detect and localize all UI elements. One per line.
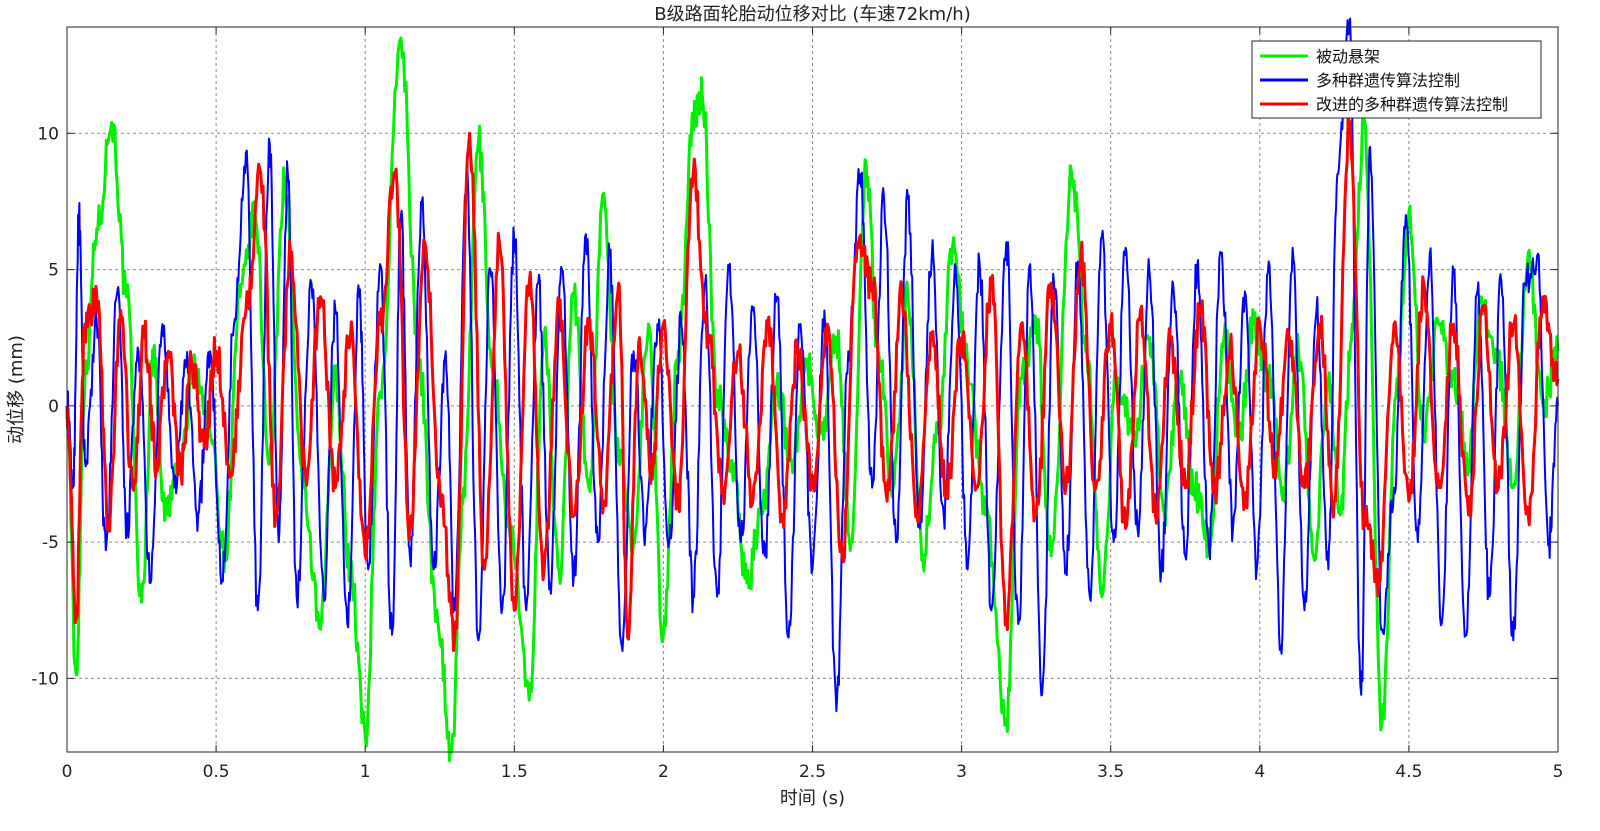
x-tick-label: 4 <box>1254 762 1265 782</box>
legend-label-1: 被动悬架 <box>1316 47 1380 66</box>
y-tick-label: 10 <box>37 124 59 144</box>
series-line-1 <box>65 36 1560 763</box>
series-layer <box>65 17 1560 763</box>
y-tick-label: 0 <box>48 397 59 417</box>
x-tick-label: 0.5 <box>203 762 230 782</box>
x-tick-label: 1.5 <box>501 762 528 782</box>
series-line-2 <box>66 17 1559 713</box>
x-tick-label: 1 <box>360 762 371 782</box>
legend-label-2: 多种群遗传算法控制 <box>1316 71 1460 90</box>
y-tick-label: 5 <box>48 261 59 281</box>
legend-label-3: 改进的多种群遗传算法控制 <box>1316 95 1508 114</box>
y-tick-label: -5 <box>42 533 59 553</box>
x-tick-label: 3.5 <box>1097 762 1124 782</box>
x-axis-title: 时间 (s) <box>780 788 845 809</box>
x-tick-label: 3 <box>956 762 967 782</box>
tick-layer: 0 0.5 1 1.5 2 2.5 3 3.5 4 4.5 5 -10 -5 0 5 10 <box>31 27 1563 782</box>
y-tick-label: -10 <box>31 669 59 689</box>
x-tick-label: 0 <box>62 762 73 782</box>
y-axis-title: 动位移 (mm) <box>6 335 27 444</box>
series-line-3 <box>65 113 1560 652</box>
chart-title: B级路面轮胎动位移对比 (车速72km/h) <box>654 4 970 25</box>
x-tick-label: 2.5 <box>799 762 826 782</box>
x-tick-label: 5 <box>1553 762 1564 782</box>
x-tick-label: 2 <box>658 762 669 782</box>
x-tick-label: 4.5 <box>1395 762 1422 782</box>
